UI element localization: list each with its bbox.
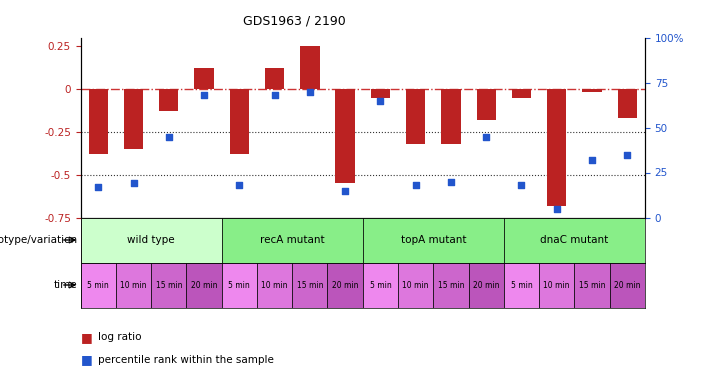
Bar [194, 68, 214, 89]
Text: time: time [53, 280, 77, 290]
Bar [468, 262, 504, 308]
Text: topA mutant: topA mutant [400, 235, 466, 245]
Text: GDS1963 / 2190: GDS1963 / 2190 [243, 15, 346, 28]
Bar [433, 262, 468, 308]
Text: 15 min: 15 min [156, 280, 182, 290]
Point [128, 180, 139, 186]
Text: 15 min: 15 min [297, 280, 323, 290]
Bar [371, 89, 390, 98]
Text: 10 min: 10 min [402, 280, 429, 290]
Text: 20 min: 20 min [614, 280, 641, 290]
Text: ■: ■ [81, 331, 93, 344]
Point [481, 134, 492, 140]
Bar [300, 46, 320, 89]
Point [93, 184, 104, 190]
Bar [257, 262, 292, 308]
Bar [363, 262, 398, 308]
Bar [547, 89, 566, 206]
Text: percentile rank within the sample: percentile rank within the sample [98, 355, 274, 365]
Text: log ratio: log ratio [98, 333, 142, 342]
Point [163, 134, 175, 140]
Text: 20 min: 20 min [191, 280, 217, 290]
Bar [116, 262, 151, 308]
Point [516, 182, 527, 188]
Bar [124, 89, 143, 149]
Point [233, 182, 245, 188]
Bar [610, 262, 645, 308]
Bar [583, 89, 601, 92]
Text: 5 min: 5 min [510, 280, 532, 290]
Point [587, 157, 598, 163]
Bar [222, 262, 257, 308]
Bar [336, 89, 355, 183]
Point [339, 188, 350, 194]
Bar [398, 262, 433, 308]
Text: 15 min: 15 min [579, 280, 605, 290]
Point [410, 182, 421, 188]
Bar [292, 262, 327, 308]
Bar [81, 217, 222, 262]
Text: 5 min: 5 min [369, 280, 391, 290]
Bar [504, 217, 645, 262]
Text: 15 min: 15 min [437, 280, 464, 290]
Text: ■: ■ [81, 354, 93, 366]
Bar [618, 89, 637, 118]
Text: 5 min: 5 min [88, 280, 109, 290]
Point [304, 88, 315, 94]
Bar [504, 262, 539, 308]
Point [269, 92, 280, 98]
Text: 10 min: 10 min [543, 280, 570, 290]
Bar [574, 262, 610, 308]
Bar [441, 89, 461, 144]
Text: dnaC mutant: dnaC mutant [540, 235, 608, 245]
Bar [88, 89, 108, 154]
Text: 20 min: 20 min [332, 280, 358, 290]
Point [198, 92, 210, 98]
Bar [159, 89, 179, 111]
Bar [151, 262, 186, 308]
Text: wild type: wild type [128, 235, 175, 245]
Point [445, 178, 456, 184]
Bar [222, 217, 363, 262]
Text: recA mutant: recA mutant [260, 235, 325, 245]
Bar [406, 89, 426, 144]
Bar [265, 68, 285, 89]
Text: genotype/variation: genotype/variation [0, 235, 77, 245]
Bar [230, 89, 249, 154]
Bar [539, 262, 574, 308]
Bar [477, 89, 496, 120]
Text: 10 min: 10 min [121, 280, 147, 290]
Bar [327, 262, 363, 308]
Text: 5 min: 5 min [229, 280, 250, 290]
Bar [363, 217, 504, 262]
Text: 20 min: 20 min [473, 280, 499, 290]
Bar [512, 89, 531, 98]
Text: 10 min: 10 min [261, 280, 288, 290]
Point [375, 98, 386, 104]
Bar [186, 262, 222, 308]
Point [551, 206, 562, 212]
Point [622, 152, 633, 157]
Bar [81, 262, 116, 308]
